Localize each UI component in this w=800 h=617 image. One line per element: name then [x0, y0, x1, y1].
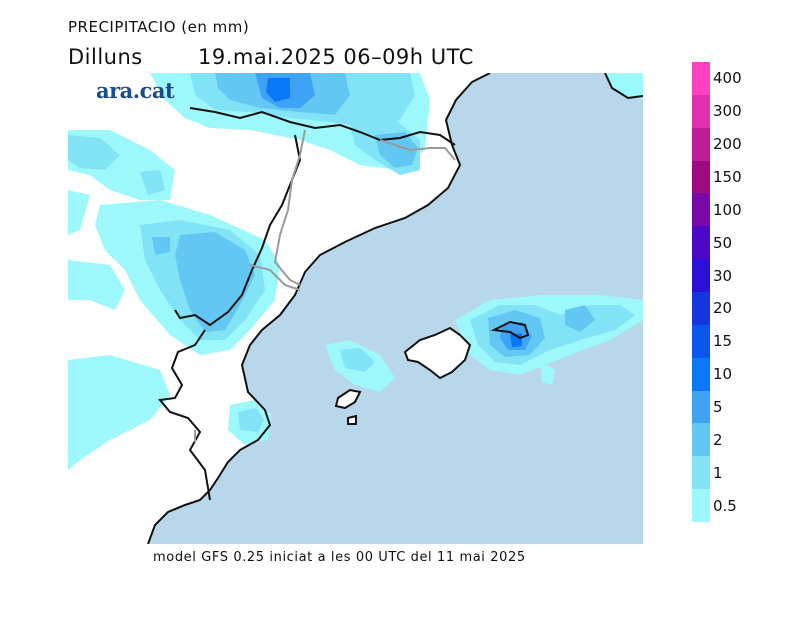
legend-label: 5: [713, 398, 723, 416]
precip-legend-labels: 0.5 1 2 5 10 15 20 30 50 100 150 200 300 400: [713, 62, 773, 522]
border-valencia-grey: [249, 264, 301, 291]
legend-swatch: [692, 357, 710, 391]
legend-label: 20: [713, 299, 733, 318]
legend-label: 30: [713, 266, 733, 285]
border-catalonia: [273, 129, 306, 286]
legend-swatch: [692, 62, 710, 95]
chart-title: PRECIPITACIO (en mm): [68, 18, 250, 36]
legend-swatch: [692, 193, 710, 227]
legend-swatch: [692, 423, 710, 457]
legend-swatch: [692, 390, 710, 424]
border-aragon: [174, 134, 302, 327]
legend-swatch: [692, 127, 710, 161]
mallorca-island: [403, 326, 472, 380]
precipitation-map: [68, 73, 643, 544]
precip-legend-bar: [692, 62, 710, 523]
legend-label: 300: [713, 102, 742, 121]
menorca-island: [490, 320, 530, 340]
legend-label: 200: [713, 135, 742, 154]
legend-swatch: [692, 489, 710, 523]
legend-label: 1: [713, 463, 723, 482]
sea-area: [148, 73, 643, 544]
legend-label: 150: [713, 168, 742, 186]
border-valencia: [158, 329, 211, 501]
legend-label: 100: [713, 200, 742, 219]
legend-label: 50: [713, 233, 733, 252]
legend-swatch: [692, 94, 710, 128]
forecast-day: Dilluns: [68, 45, 143, 69]
legend-swatch: [692, 292, 710, 325]
legend-swatch: [692, 456, 710, 490]
legend-label: 15: [713, 332, 733, 351]
legend-label: 0.5: [713, 496, 737, 515]
ibiza-island: [334, 388, 362, 410]
legend-swatch: [692, 259, 710, 293]
coastline-north: [604, 73, 643, 100]
legend-swatch: [692, 226, 710, 260]
forecast-datetime: 19.mai.2025 06–09h UTC: [198, 45, 474, 69]
legend-label: 400: [713, 69, 742, 88]
border-france-spain: [189, 107, 456, 146]
legend-label: 10: [713, 365, 733, 384]
forecast-subtitle: Dilluns 19.mai.2025 06–09h UTC: [68, 45, 474, 69]
ara-cat-logo: ara.cat: [96, 78, 175, 103]
legend-swatch: [692, 160, 710, 194]
model-info: model GFS 0.25 iniciat a les 00 UTC del …: [153, 550, 526, 565]
border-catalonia-east: [379, 139, 456, 161]
legend-swatch: [692, 324, 710, 358]
coastline: [147, 73, 491, 544]
formentera-island: [347, 414, 357, 425]
legend-label: 2: [713, 430, 723, 449]
